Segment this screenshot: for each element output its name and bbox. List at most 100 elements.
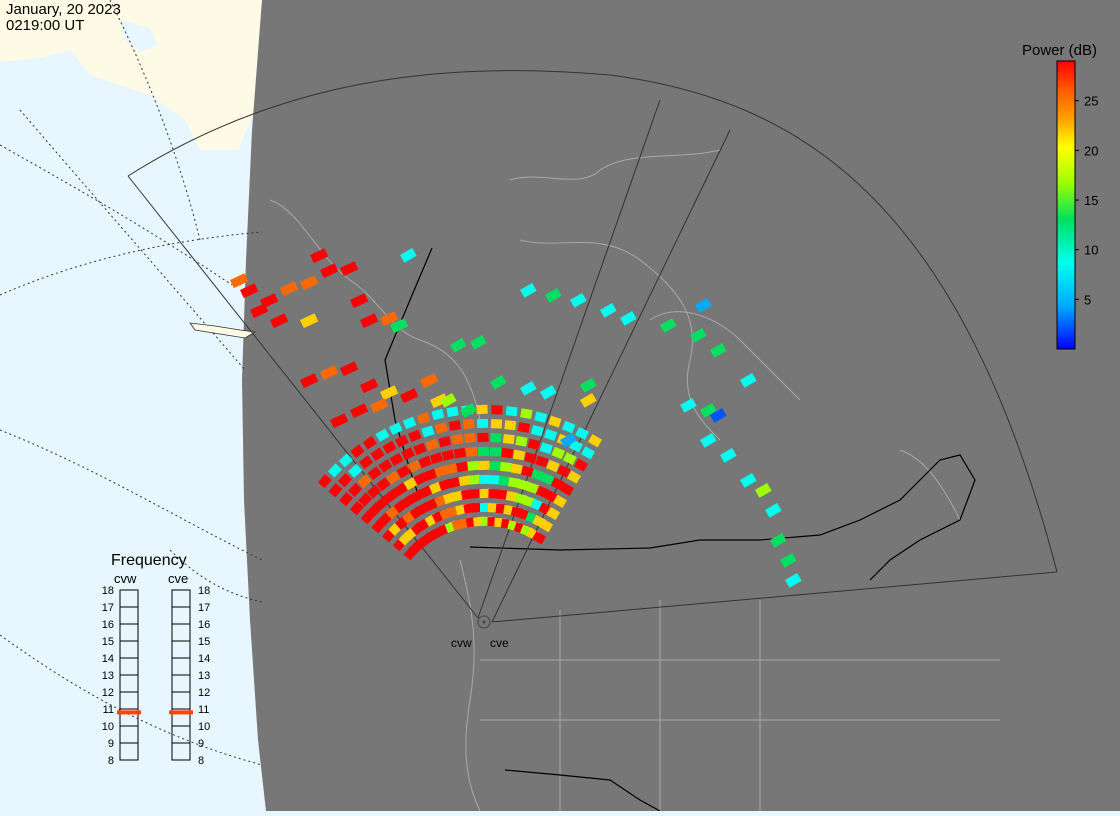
backscatter-cell [445, 463, 458, 475]
backscatter-cell [337, 473, 353, 488]
backscatter-cell [407, 429, 422, 443]
backscatter-cell [453, 447, 467, 459]
backscatter-cell [395, 434, 409, 448]
backscatter-cell [448, 476, 462, 489]
backscatter-cell [360, 510, 375, 525]
backscatter-cell [367, 466, 382, 481]
backscatter-cell [785, 573, 802, 588]
backscatter-cell [560, 482, 575, 496]
frequency-tick-label: 16 [198, 619, 210, 631]
backscatter-cell [476, 404, 488, 415]
backscatter-cell [330, 413, 349, 429]
backscatter-cell [504, 420, 517, 431]
frequency-tick-label: 17 [102, 602, 114, 614]
backscatter-cell [491, 405, 503, 415]
backscatter-cell [340, 261, 359, 277]
backscatter-cell [375, 428, 390, 442]
colorbar-tick-label: 5 [1084, 292, 1091, 307]
backscatter-cell [380, 385, 399, 401]
frequency-label-cve: cve [168, 571, 188, 586]
backscatter-cell [413, 442, 427, 456]
backscatter-cell [496, 489, 509, 500]
backscatter-cell [393, 482, 409, 496]
backscatter-cell [489, 447, 502, 457]
backscatter-cell [515, 435, 528, 447]
backscatter-cell [512, 449, 526, 461]
frequency-title: Frequency [111, 552, 187, 569]
backscatter-cell [710, 408, 727, 423]
backscatter-cell [434, 465, 448, 478]
backscatter-cell [446, 406, 459, 418]
backscatter-cell [317, 474, 332, 489]
backscatter-cell [320, 263, 339, 279]
frequency-tick-label: 10 [102, 721, 114, 733]
frequency-tick-label: 9 [198, 738, 204, 750]
radar-label-cve: cve [490, 636, 509, 650]
backscatter-cell [240, 283, 259, 299]
backscatter-cell [338, 453, 353, 468]
backscatter-cell [770, 533, 787, 548]
backscatter-cell [403, 477, 418, 491]
backscatter-cells [230, 248, 802, 588]
frequency-tick-label: 15 [198, 636, 210, 648]
backscatter-cell [600, 303, 617, 318]
backscatter-cell [700, 403, 717, 418]
frequency-tick-label: 8 [198, 755, 204, 767]
backscatter-cell [416, 412, 431, 425]
backscatter-cell [700, 433, 717, 448]
backscatter-cell [360, 378, 379, 394]
backscatter-cell [350, 293, 369, 309]
backscatter-cell [465, 446, 478, 457]
backscatter-cell [527, 438, 541, 451]
backscatter-cell [421, 425, 435, 438]
frequency-tick-label: 15 [102, 636, 114, 648]
backscatter-cell [488, 475, 501, 485]
backscatter-cell [710, 343, 727, 358]
frequency-tick-label: 12 [198, 687, 210, 699]
backscatter-cell [535, 485, 550, 499]
backscatter-cell [517, 479, 531, 491]
backscatter-cell [339, 492, 354, 507]
colorbar-tick-label: 25 [1084, 94, 1098, 109]
backscatter-cell [660, 318, 677, 333]
backscatter-cell [438, 478, 452, 491]
radar-site-marker [477, 615, 491, 629]
backscatter-cell [250, 303, 269, 319]
backscatter-cell [358, 492, 373, 507]
backscatter-cell [780, 553, 797, 568]
daylit-land [0, 0, 262, 150]
graticule [0, 0, 263, 766]
backscatter-cell [489, 461, 501, 471]
backscatter-cell [530, 425, 544, 437]
backscatter-cell [328, 483, 343, 498]
backscatter-cell [575, 426, 590, 440]
backscatter-cell [690, 328, 707, 343]
backscatter-cell [553, 494, 568, 508]
backscatter-cell [540, 385, 557, 400]
colorbar-tick-label: 15 [1084, 193, 1098, 208]
backscatter-cell [501, 447, 514, 459]
backscatter-cell [462, 418, 475, 430]
frequency-tick-label: 13 [102, 670, 114, 682]
backscatter-cell [530, 468, 545, 481]
backscatter-cell [429, 393, 449, 409]
backscatter-cell [517, 422, 531, 433]
colorbar [1056, 60, 1076, 350]
backscatter-cell [581, 446, 596, 460]
backscatter-cell [567, 470, 582, 484]
backscatter-cell [376, 477, 391, 492]
backscatter-cell [230, 273, 249, 289]
backscatter-cell [478, 474, 491, 485]
backscatter-cell [464, 432, 477, 443]
frequency-tick-label: 9 [108, 738, 114, 750]
backscatter-cell [451, 433, 464, 445]
frequency-tick-label: 16 [102, 619, 114, 631]
backscatter-cell [456, 461, 469, 473]
backscatter-cell [550, 477, 565, 491]
backscatter-cell [434, 422, 448, 434]
backscatter-cell [448, 420, 462, 431]
frequency-tick-label: 11 [103, 704, 114, 716]
backscatter-cell [539, 442, 553, 455]
backscatter-cell [368, 502, 383, 517]
